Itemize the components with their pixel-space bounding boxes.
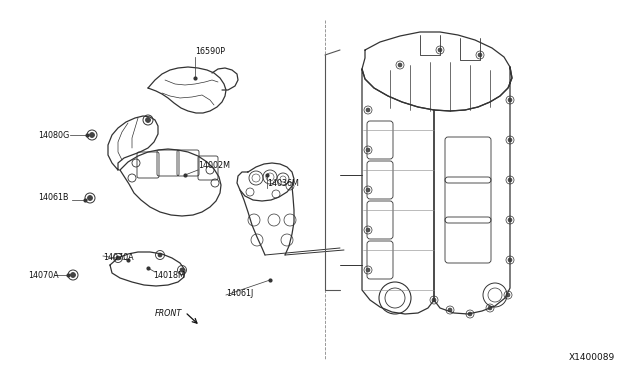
Circle shape — [508, 178, 512, 182]
Circle shape — [508, 258, 512, 262]
Text: 14036M: 14036M — [267, 179, 299, 187]
Circle shape — [180, 268, 184, 272]
Circle shape — [70, 273, 76, 278]
Circle shape — [398, 63, 402, 67]
Circle shape — [468, 312, 472, 316]
Circle shape — [508, 138, 512, 142]
Circle shape — [366, 268, 370, 272]
Circle shape — [366, 188, 370, 192]
Circle shape — [506, 293, 510, 297]
Circle shape — [448, 308, 452, 312]
Circle shape — [478, 53, 482, 57]
Circle shape — [488, 306, 492, 310]
Circle shape — [432, 298, 436, 302]
Text: X1400089: X1400089 — [569, 353, 615, 362]
Circle shape — [508, 218, 512, 222]
Circle shape — [366, 108, 370, 112]
Circle shape — [88, 196, 93, 201]
Circle shape — [438, 48, 442, 52]
Circle shape — [366, 148, 370, 152]
Circle shape — [90, 132, 95, 138]
Circle shape — [145, 118, 150, 122]
Circle shape — [116, 256, 120, 260]
Text: 14070A: 14070A — [28, 272, 59, 280]
Text: 14018M: 14018M — [153, 272, 185, 280]
Text: FRONT: FRONT — [155, 310, 182, 318]
Text: 14080G: 14080G — [38, 131, 69, 140]
Text: 14002M: 14002M — [198, 160, 230, 170]
Circle shape — [158, 253, 162, 257]
Circle shape — [366, 228, 370, 232]
Text: 14070A: 14070A — [103, 253, 134, 263]
Text: 14061B: 14061B — [38, 193, 68, 202]
Circle shape — [508, 98, 512, 102]
Text: 14061J: 14061J — [226, 289, 253, 298]
Text: 16590P: 16590P — [195, 48, 225, 57]
